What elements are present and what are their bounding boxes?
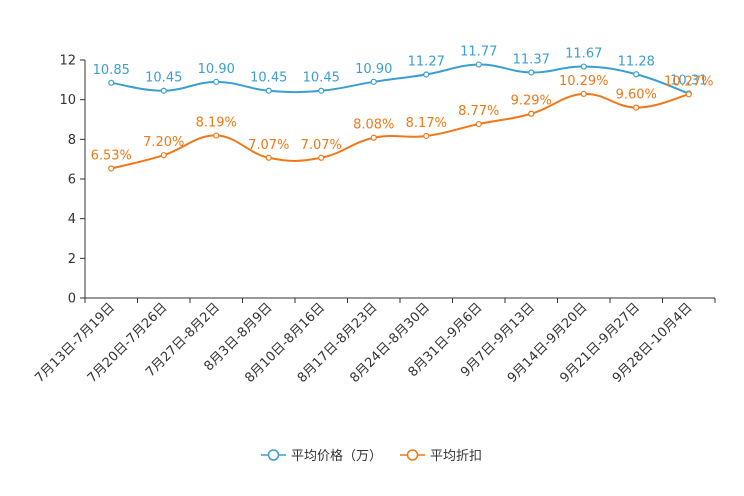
data-point xyxy=(475,120,482,128)
legend-item-1[interactable]: 平均价格（万） xyxy=(261,448,382,464)
data-point xyxy=(160,152,167,159)
data-label: 11.28 xyxy=(618,54,655,69)
legend[interactable]: 平均价格（万） 平均折扣 xyxy=(261,448,482,464)
data-label: 11.27 xyxy=(408,54,445,69)
data-point xyxy=(265,154,272,161)
data-label: 11.37 xyxy=(513,52,550,67)
data-point xyxy=(423,71,430,78)
data-label: 9.29% xyxy=(511,94,552,109)
y-tick-label: 6 xyxy=(68,173,76,188)
data-label: 7.07% xyxy=(301,138,342,153)
data-point xyxy=(633,71,640,78)
data-label: 9.60% xyxy=(616,88,657,103)
data-label: 10.90 xyxy=(355,62,392,77)
data-labels: 10.85 10.45 10.90 10.45 10.45 10.90 11.27 11.77… xyxy=(91,45,714,164)
legend-marker-icon xyxy=(406,449,419,461)
data-point xyxy=(528,110,535,117)
series-line-1 xyxy=(111,63,690,95)
y-tick-label: 12 xyxy=(59,54,76,69)
data-point xyxy=(265,87,272,94)
data-label: 8.08% xyxy=(353,118,394,133)
data-point xyxy=(213,78,220,85)
data-label: 10.31 xyxy=(670,74,707,89)
y-tick-label: 4 xyxy=(68,212,76,227)
data-label: 8.17% xyxy=(406,116,447,131)
legend-label: 平均折扣 xyxy=(430,449,482,464)
data-label: 10.45 xyxy=(145,71,182,86)
data-point xyxy=(160,87,167,94)
legend-item-2[interactable]: 平均折扣 xyxy=(400,449,482,464)
data-label: 10.90 xyxy=(198,62,235,77)
data-point xyxy=(370,78,377,85)
data-point xyxy=(318,154,325,161)
data-label: 10.27% xyxy=(664,74,714,89)
data-point xyxy=(318,87,325,94)
data-point xyxy=(633,104,640,111)
data-label: 10.45 xyxy=(303,71,340,86)
data-point xyxy=(580,90,587,98)
data-point xyxy=(370,134,377,141)
y-tick-label: 8 xyxy=(68,133,76,148)
data-label: 11.77 xyxy=(460,45,497,60)
data-point xyxy=(580,63,587,70)
data-label: 6.53% xyxy=(91,148,132,163)
legend-label: 平均价格（万） xyxy=(291,448,382,464)
data-label: 10.45 xyxy=(250,71,287,86)
data-label: 7.20% xyxy=(143,135,184,150)
series-lines xyxy=(108,61,692,172)
data-point xyxy=(528,69,535,76)
series-line-2 xyxy=(111,92,690,170)
data-point xyxy=(108,79,115,86)
data-label: 8.19% xyxy=(196,116,237,131)
data-point xyxy=(685,91,692,98)
y-tick-label: 10 xyxy=(59,93,76,108)
legend-marker-icon xyxy=(267,449,280,461)
data-point xyxy=(108,165,115,172)
axes: 0246810127月13日-7月19日7月20日-7月26日7月27日-8月2… xyxy=(32,54,716,386)
data-point xyxy=(213,132,220,139)
data-point xyxy=(475,61,482,68)
data-label: 10.29% xyxy=(559,74,609,89)
data-label: 7.07% xyxy=(248,138,289,153)
y-tick-label: 0 xyxy=(68,292,76,307)
y-tick-label: 2 xyxy=(68,252,76,267)
data-point xyxy=(423,132,430,140)
data-label: 8.77% xyxy=(458,104,499,119)
data-label: 11.67 xyxy=(565,47,602,62)
data-label: 10.85 xyxy=(93,63,130,78)
